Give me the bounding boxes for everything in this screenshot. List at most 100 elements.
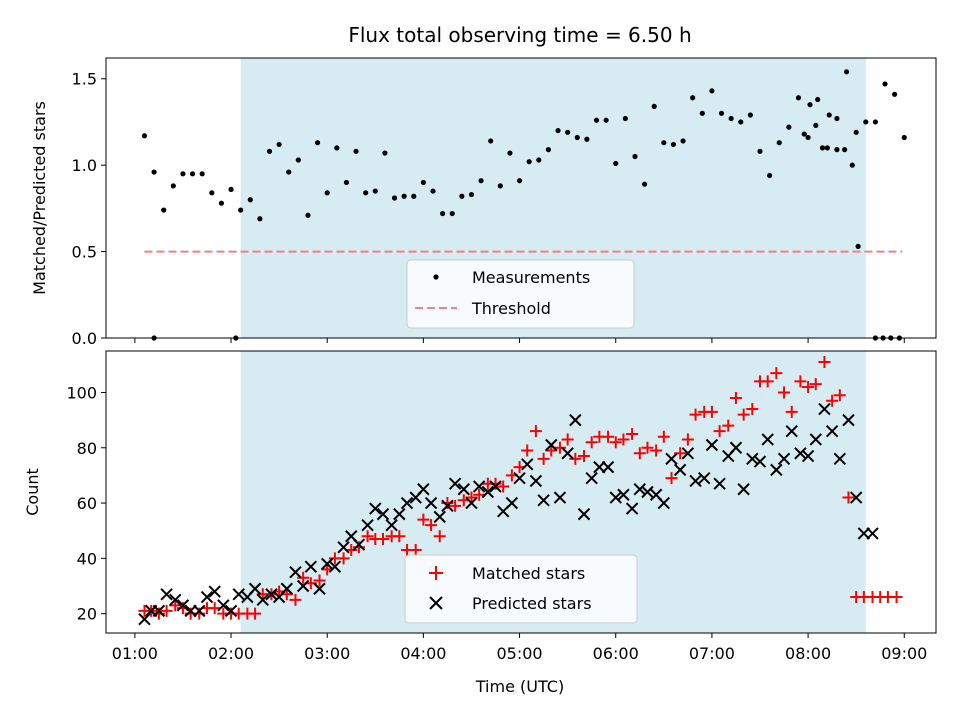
measurement-point: [238, 207, 244, 213]
legend-predicted-marker: [429, 596, 443, 610]
predicted-star-point: [673, 463, 687, 477]
measurement-point: [882, 81, 888, 87]
measurement-point: [170, 183, 176, 189]
predicted-star-point: [842, 413, 855, 427]
legend-measurements-label: Measurements: [472, 268, 590, 287]
measurement-point: [801, 131, 807, 137]
predicted-star-point: [361, 518, 374, 532]
measurement-point: [757, 148, 763, 154]
predicted-star-point: [713, 477, 726, 490]
measurement-point: [247, 197, 253, 203]
measurement-point: [834, 115, 840, 122]
legend-predicted-label: Predicted stars: [472, 594, 592, 613]
matched-star-point: [633, 447, 646, 460]
predicted-star-point: [457, 483, 470, 496]
matched-star-point: [417, 513, 430, 526]
matched-star-point: [433, 530, 446, 543]
measurement-point: [209, 190, 215, 196]
predicted-star-point: [553, 491, 567, 504]
predicted-star-point: [393, 507, 406, 521]
predicted-star-point: [761, 433, 774, 446]
measurement-point: [363, 190, 369, 196]
measurement-point: [574, 134, 580, 141]
predicted-star-point: [633, 483, 646, 496]
matched-star-point: [569, 452, 582, 465]
predicted-star-point: [385, 518, 398, 532]
count-axes-frame: [105, 350, 937, 634]
predicted-star-point: [289, 565, 302, 579]
measurement-point: [314, 140, 321, 146]
x-tick-label: 09:00: [881, 644, 927, 663]
predicted-star-point: [424, 496, 438, 510]
matched-star-point: [289, 593, 302, 606]
matched-star-point: [449, 499, 462, 512]
measurement-point: [305, 212, 311, 218]
matched-star-point: [465, 491, 478, 504]
matched-star-point: [602, 430, 615, 443]
measurement-point: [276, 141, 282, 148]
measurement-point: [295, 157, 301, 163]
predicted-star-point: [417, 483, 430, 496]
matched-star-point: [337, 552, 350, 565]
matched-star-point: [626, 427, 639, 440]
measurement-point: [603, 117, 609, 123]
predicted-star-point: [537, 494, 550, 507]
measurement-point: [807, 102, 813, 108]
predicted-star-point: [441, 499, 454, 513]
predicted-star-point: [585, 471, 598, 485]
ratio-panel: 0.0 0.5 1.0 1.5 Matched/Predicted stars Mea…: [30, 57, 937, 348]
predicted-star-point: [737, 483, 750, 496]
count-panel: 20 40 60 80 100 01:00 02:00 03:00 04:00 05:00 06:…: [23, 350, 937, 696]
predicted-star-point: [337, 541, 350, 554]
count-legend: Matched stars Predicted stars: [404, 554, 638, 624]
predicted-star-point: [200, 590, 214, 604]
predicted-star-point: [352, 538, 366, 551]
predicted-star-point: [328, 560, 342, 573]
measurement-point: [180, 171, 186, 177]
matched-star-point: [833, 389, 846, 402]
count-y-tick-label: 80: [77, 439, 97, 458]
measurement-point: [738, 119, 744, 125]
predicted-star-point: [794, 447, 807, 460]
predicted-star-point: [625, 502, 639, 515]
matched-star-point: [249, 607, 262, 620]
matched-star-point: [193, 607, 206, 620]
predicted-star-point: [313, 582, 326, 595]
matched-star-point: [497, 480, 510, 493]
measurement-point: [795, 95, 802, 101]
predicted-star-point: [448, 477, 462, 490]
matched-star-point: [376, 533, 389, 545]
predicted-star-point: [818, 402, 831, 416]
legend-measurements-marker: [433, 274, 439, 280]
predicted-star-point: [698, 471, 711, 485]
measurement-point: [892, 91, 898, 97]
predicted-star-point: [833, 452, 847, 466]
x-tick-label: 08:00: [785, 644, 831, 663]
measurement-point: [440, 210, 446, 217]
measurement-point: [516, 178, 523, 184]
x-tick-label: 05:00: [497, 644, 543, 663]
measurement-point: [189, 171, 196, 177]
predicted-star-point: [545, 438, 558, 452]
x-axis-label: Time (UTC): [475, 677, 564, 696]
measurement-point: [324, 190, 330, 196]
predicted-star-point: [265, 588, 278, 601]
matched-star-point: [657, 430, 670, 443]
matched-star-point: [561, 433, 574, 446]
ratio-y-tick-label: 0.0: [72, 329, 97, 348]
measurement-point: [420, 179, 426, 186]
measurement-point: [228, 186, 234, 192]
x-tick-label: 03:00: [304, 644, 350, 663]
predicted-star-point: [657, 496, 671, 510]
predicted-star-point: [569, 413, 582, 427]
measurement-point: [855, 243, 861, 249]
matched-star-point: [537, 452, 550, 465]
predicted-star-point: [681, 447, 695, 460]
predicted-star-point: [304, 560, 318, 573]
matched-star-point: [761, 375, 774, 388]
predicted-star-point: [176, 599, 190, 612]
predicted-star-point: [777, 452, 791, 466]
matched-star-point: [425, 519, 438, 532]
matched-star-point: [770, 367, 783, 380]
measurement-point: [257, 216, 263, 222]
